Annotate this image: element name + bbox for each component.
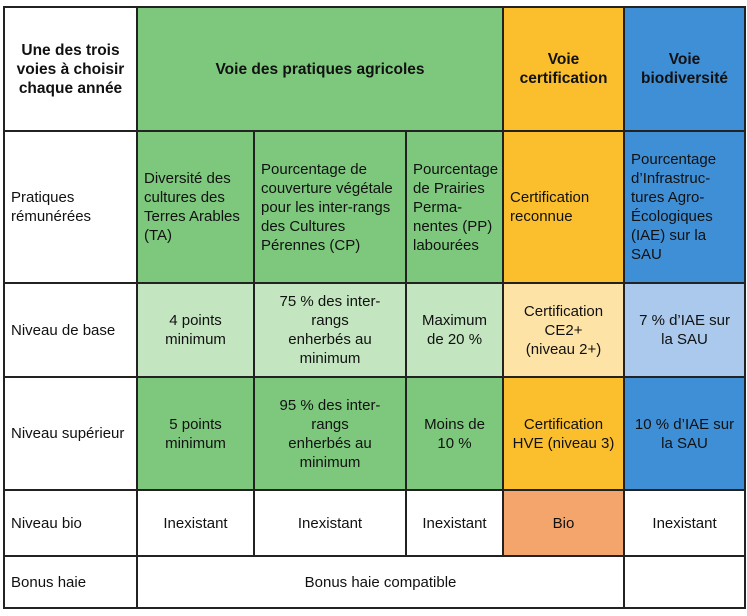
cell-bio-bio: Inexistant	[623, 489, 747, 557]
cell-bio-pp: Inexistant	[404, 489, 505, 557]
cell-superieur-cert: Certification HVE (niveau 3)	[502, 376, 626, 491]
cell-superieur-bio: 10 % d’IAE sur la SAU	[623, 376, 747, 491]
cell-pratiques-ta: Diversité des cultures des Terres Arable…	[136, 130, 255, 284]
row-label-pratiques: Pratiques rémunérées	[3, 130, 138, 284]
header-voie-biodiversite: Voie biodiversité	[623, 6, 747, 132]
cell-bio-cert: Bio	[502, 489, 626, 557]
cell-base-cp: 75 % des inter-rangs enherbés au minimum	[253, 282, 407, 378]
row-pratiques: Pratiques rémunérées Diversité des cultu…	[3, 130, 747, 284]
header-voie-certification: Voie certification	[502, 6, 626, 132]
header-row: Une des trois voies à choisir chaque ann…	[3, 6, 747, 132]
row-label-superieur: Niveau supérieur	[3, 376, 138, 491]
row-niveau-bio: Niveau bio Inexistant Inexistant Inexist…	[3, 489, 747, 557]
cell-pratiques-pp: Pourcentage de Prairies Perma- nentes (P…	[404, 130, 505, 284]
cell-bio-ta: Inexistant	[136, 489, 255, 557]
row-superieur: Niveau supérieur 5 points minimum 95 % d…	[3, 376, 747, 491]
cell-base-bio: 7 % d’IAE sur la SAU	[623, 282, 747, 378]
row-label-base: Niveau de base	[3, 282, 138, 378]
cell-base-cert: Certification CE2+ (niveau 2+)	[502, 282, 626, 378]
cell-pratiques-cert: Certification reconnue	[502, 130, 626, 284]
cell-base-ta: 4 points minimum	[136, 282, 255, 378]
cell-pratiques-bio: Pourcentage d’Infrastruc- tures Agro- Éc…	[623, 130, 747, 284]
cell-bonus-biodiversite	[623, 555, 747, 609]
cell-base-pp: Maximum de 20 %	[404, 282, 505, 378]
cell-bonus-merged: Bonus haie compatible	[135, 555, 626, 609]
cell-bio-cp: Inexistant	[253, 489, 407, 557]
row-bonus-haie: Bonus haie Bonus haie compatible	[3, 555, 747, 609]
header-voie-pratiques: Voie des pratiques agricoles	[135, 6, 505, 132]
row-label-niveau-bio: Niveau bio	[3, 489, 138, 557]
cell-pratiques-cp: Pourcentage de couverture végétale pour …	[253, 130, 407, 284]
corner-header-cell: Une des trois voies à choisir chaque ann…	[3, 6, 138, 132]
row-base: Niveau de base 4 points minimum 75 % des…	[3, 282, 747, 378]
row-label-bonus-haie: Bonus haie	[3, 555, 138, 609]
cell-superieur-cp: 95 % des inter-rangs enherbés au minimum	[253, 376, 407, 491]
eco-scheme-table: Une des trois voies à choisir chaque ann…	[3, 6, 747, 609]
cell-superieur-pp: Moins de 10 %	[404, 376, 505, 491]
cell-superieur-ta: 5 points minimum	[136, 376, 255, 491]
